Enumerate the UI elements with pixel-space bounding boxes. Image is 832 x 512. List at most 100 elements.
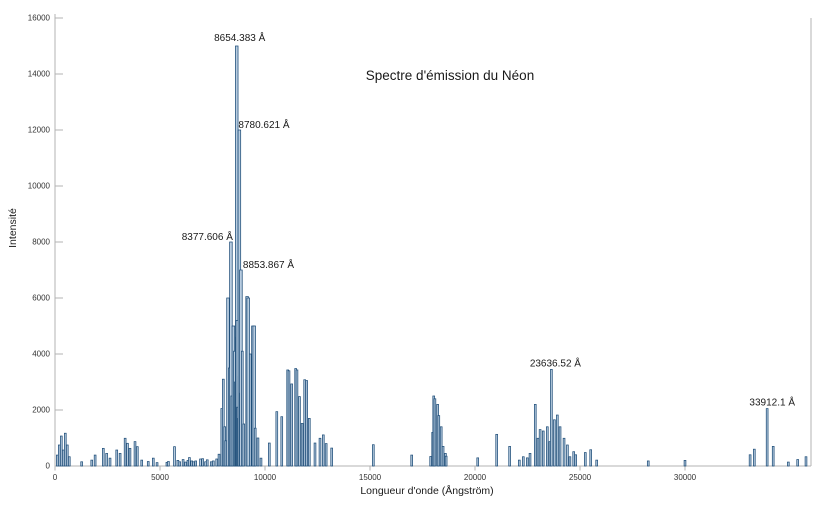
spectral-line — [536, 437, 540, 467]
spectral-line — [146, 461, 150, 467]
spectral-line — [771, 446, 775, 467]
spectral-line — [181, 459, 185, 467]
spectral-line — [765, 408, 769, 467]
spectral-line — [410, 454, 413, 467]
spectral-line — [556, 414, 559, 467]
spectral-line — [568, 456, 572, 467]
spectral-line — [199, 458, 202, 467]
x-tick-label: 25000 — [569, 473, 592, 482]
spectral-line — [173, 446, 176, 467]
spectral-line — [324, 443, 328, 467]
spectral-line — [313, 442, 317, 467]
spectral-line — [115, 449, 119, 467]
spectral-line — [546, 426, 549, 467]
spectral-line — [58, 444, 61, 467]
spectral-line — [64, 432, 67, 467]
y-tick-label: 4000 — [32, 350, 50, 359]
spectral-line — [562, 437, 566, 467]
spectral-line — [241, 350, 244, 467]
spectral-line — [295, 369, 299, 467]
spectral-line — [804, 456, 808, 467]
spectral-line — [259, 457, 263, 467]
spectral-line — [584, 452, 587, 467]
spectral-line — [330, 447, 333, 467]
spectral-line — [201, 458, 204, 467]
spectral-line — [217, 453, 221, 467]
spectral-line — [80, 461, 83, 467]
spectral-line — [192, 461, 195, 467]
spectral-line — [787, 461, 790, 467]
spectral-line — [62, 449, 65, 467]
y-tick-label: 16000 — [28, 14, 51, 23]
spectral-line — [140, 459, 144, 467]
chart-title: Spectre d'émission du Néon — [365, 68, 535, 83]
spectral-line — [152, 457, 155, 467]
spectral-line — [194, 460, 197, 467]
spectral-line — [60, 435, 63, 467]
spectral-line — [683, 460, 687, 467]
peak-annotation: 8654.383 Å — [214, 31, 265, 44]
spectral-line — [572, 451, 575, 467]
spectral-line — [305, 380, 308, 467]
spectral-line — [118, 453, 122, 467]
spectral-line — [205, 459, 209, 467]
spectral-line — [796, 459, 799, 467]
spectral-line — [753, 448, 756, 467]
spectral-line — [167, 461, 170, 467]
spectral-line — [136, 446, 139, 467]
spectral-line — [646, 460, 650, 467]
spectral-line — [298, 396, 301, 467]
spectral-line — [522, 456, 525, 467]
spectral-line — [268, 442, 271, 467]
spectral-line — [102, 447, 105, 467]
peak-annotation: 8377.606 Å — [182, 230, 233, 243]
spectral-line — [495, 433, 498, 467]
spectral-line — [133, 441, 137, 467]
spectral-line — [155, 462, 159, 467]
spectral-line — [249, 353, 252, 467]
spectral-line — [178, 461, 182, 467]
y-axis-title: Intensité — [7, 208, 19, 248]
spectral-line — [574, 454, 577, 467]
spectral-line — [550, 369, 553, 467]
y-tick-label: 8000 — [32, 238, 50, 247]
y-tick-label: 2000 — [32, 406, 50, 415]
spectral-line — [748, 454, 752, 467]
x-tick-label: 0 — [53, 473, 58, 482]
spectral-line — [508, 446, 511, 467]
y-tick-label: 6000 — [32, 294, 50, 303]
spectral-line — [303, 379, 306, 467]
spectral-line — [318, 437, 322, 467]
spectral-line — [444, 455, 448, 467]
peak-annotation: 8780.621 Å — [238, 118, 289, 131]
spectral-line — [209, 461, 213, 467]
y-tick-label: 0 — [46, 462, 51, 471]
spectral-line — [528, 453, 532, 467]
peak-annotation: 8853.867 Å — [243, 258, 294, 271]
spectral-line — [56, 454, 59, 467]
spectral-line — [222, 378, 225, 467]
y-tick-label: 14000 — [28, 70, 51, 79]
x-tick-label: 10000 — [254, 473, 277, 482]
spectral-line — [541, 430, 545, 467]
spectral-line — [287, 370, 291, 467]
spectral-line — [66, 444, 69, 467]
spectral-line — [533, 404, 537, 467]
spectral-line — [558, 426, 562, 467]
y-tick-label: 12000 — [28, 126, 51, 135]
x-tick-label: 5000 — [151, 473, 169, 482]
x-tick-label: 15000 — [359, 473, 382, 482]
peak-annotation: 23636.52 Å — [530, 356, 581, 369]
x-tick-label: 20000 — [464, 473, 487, 482]
y-tick-label: 10000 — [28, 182, 51, 191]
spectral-line — [290, 383, 293, 467]
spectral-line — [526, 457, 529, 467]
spectral-line — [188, 457, 191, 467]
peak-annotation: 33912.1 Å — [749, 396, 795, 409]
spectral-line — [126, 442, 129, 467]
spectral-line — [372, 444, 375, 467]
spectral-line — [441, 446, 445, 467]
spectral-line — [280, 416, 284, 467]
